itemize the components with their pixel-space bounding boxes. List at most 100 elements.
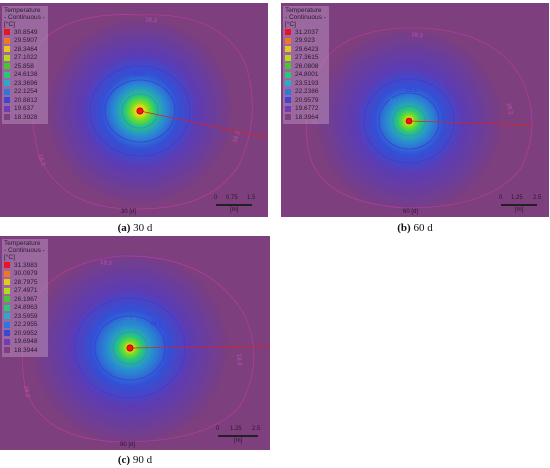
caption-text: 90 d	[130, 454, 153, 466]
scale-bar-b: 0 1.25 2.5 [m]	[499, 195, 547, 215]
legend-title: Temperature	[285, 7, 322, 14]
temperature-plot-a: 18.3 18.3 18.3 28.5 21.3 Temperature - C…	[0, 3, 268, 217]
contour-c-2	[74, 297, 186, 399]
legend-row: 28.7975	[4, 278, 45, 287]
contour-a-4	[121, 93, 159, 129]
contour-a-3	[104, 79, 176, 143]
legend-value: 26.1967	[14, 295, 38, 303]
legend-rows-a: 30.8549 29.5907 28.3464 27.1022 25.858 2…	[4, 28, 45, 122]
legend-value: 27.4971	[14, 287, 38, 295]
contour-18-3-a	[31, 14, 253, 210]
legend-value: 30.0979	[14, 270, 38, 278]
legend-row: 19.637	[4, 105, 45, 114]
legend-row: 20.9952	[4, 329, 45, 338]
legend-value: 18.3944	[14, 346, 38, 354]
svg-text:18.3: 18.3	[505, 102, 513, 115]
svg-text:28.5: 28.5	[405, 88, 417, 94]
svg-text:18.3: 18.3	[100, 260, 113, 267]
legend-b: Temperature - Continuous - [°C] 31.2037 …	[283, 6, 329, 124]
legend-value: 24.8001	[295, 71, 319, 79]
temperature-plot-b: 18.3 18.3 18.3 28.5 21.3 Temperature - C…	[281, 3, 549, 217]
legend-value: 19.6948	[14, 338, 38, 346]
legend-row: 26.0808	[285, 62, 326, 71]
legend-value: 28.7975	[14, 278, 38, 286]
scale-tick: 0.75	[226, 195, 238, 201]
contour-b-4	[392, 105, 426, 137]
legend-row: 24.6138	[4, 71, 45, 80]
legend-row: 23.5193	[285, 79, 326, 88]
panel-a: 18.3 18.3 18.3 28.5 21.3 Temperature - C…	[0, 3, 270, 235]
caption-a: (a) 30 d	[0, 222, 270, 234]
legend-value: 18.3964	[295, 113, 319, 121]
legend-rows-b: 31.2037 29.923 29.6423 27.3615 26.0808 2…	[285, 28, 326, 122]
legend-row: 25.858	[4, 62, 45, 71]
legend-row: 18.3944	[4, 346, 45, 355]
legend-value: 19.637	[14, 105, 34, 113]
scale-tick: 1.25	[230, 426, 242, 432]
time-label-a: 30 [d]	[121, 209, 137, 215]
legend-value: 29.6423	[295, 45, 319, 53]
legend-value: 29.5907	[14, 37, 38, 45]
legend-row: 30.8549	[4, 28, 45, 37]
section-line-b	[408, 120, 532, 126]
contour-18-3-b	[306, 27, 533, 209]
legend-row: 22.2955	[4, 321, 45, 330]
legend-row: 28.3464	[4, 45, 45, 54]
plot-graphics-a: 18.3 18.3 18.3 28.5 21.3	[0, 3, 268, 217]
caption-letter: (b)	[397, 222, 411, 234]
legend-value: 23.3696	[14, 79, 38, 87]
time-label-b: 60 [d]	[403, 209, 419, 215]
legend-row: 26.1967	[4, 295, 45, 304]
scale-tick: 1.5	[247, 195, 256, 201]
legend-c: Temperature - Continuous - [°C] 31.3983 …	[2, 239, 48, 357]
scale-tick: 0	[499, 195, 503, 201]
scale-tick: 0	[214, 195, 218, 201]
svg-text:18.3: 18.3	[411, 32, 424, 40]
legend-subtitle: - Continuous -	[285, 14, 326, 21]
legend-value: 31.3983	[14, 261, 38, 269]
scale-bar-a: 0 0.75 1.5 [m]	[214, 195, 264, 215]
scale-bar-c: 0 1.25 2.5 [m]	[216, 426, 266, 446]
legend-row: 29.6423	[285, 45, 326, 54]
svg-text:18.3: 18.3	[232, 130, 242, 144]
legend-value: 20.9952	[14, 329, 38, 337]
time-label-c: 90 [d]	[120, 442, 136, 448]
legend-row: 27.1022	[4, 54, 45, 63]
legend-value: 22.2386	[295, 88, 319, 96]
legend-value: 18.3928	[14, 113, 38, 121]
heat-source-a	[136, 107, 144, 115]
panel-c: 18.3 18.3 18.3 28.5 21.3 Temperature - C…	[0, 236, 270, 468]
legend-row: 29.5907	[4, 37, 45, 46]
contour-18-3-c	[22, 255, 255, 443]
contour-c-3	[94, 315, 166, 381]
legend-value: 29.923	[295, 37, 315, 45]
legend-row: 22.1254	[4, 88, 45, 97]
legend-row: 24.8963	[4, 304, 45, 313]
legend-value: 22.2955	[14, 321, 38, 329]
caption-c: (c) 90 d	[0, 454, 270, 466]
legend-row: 24.8001	[285, 71, 326, 80]
legend-value: 24.8963	[14, 304, 38, 312]
legend-value: 27.3615	[295, 54, 319, 62]
legend-value: 20.9579	[295, 96, 319, 104]
scale-unit: [m]	[230, 207, 239, 213]
legend-value: 27.1022	[14, 54, 38, 62]
legend-row: 18.3928	[4, 113, 45, 122]
legend-row: 30.0979	[4, 270, 45, 279]
legend-value: 20.8812	[14, 96, 38, 104]
legend-value: 28.3464	[14, 45, 38, 53]
legend-rows-c: 31.3983 30.0979 28.7975 27.4971 26.1967 …	[4, 261, 45, 355]
svg-text:18.3: 18.3	[36, 154, 46, 168]
legend-row: 27.4971	[4, 287, 45, 296]
svg-text:21.3: 21.3	[124, 318, 136, 324]
caption-text: 60 d	[410, 222, 433, 234]
legend-value: 24.6138	[14, 71, 38, 79]
legend-subtitle: - Continuous -	[4, 247, 45, 254]
legend-row: 20.8812	[4, 96, 45, 105]
caption-letter: (c)	[117, 454, 131, 466]
legend-value: 23.5959	[14, 312, 38, 320]
svg-text:18.3: 18.3	[145, 17, 158, 25]
contour-b-2	[363, 78, 455, 164]
legend-row: 23.3696	[4, 79, 45, 88]
contour-a-2	[89, 65, 191, 157]
